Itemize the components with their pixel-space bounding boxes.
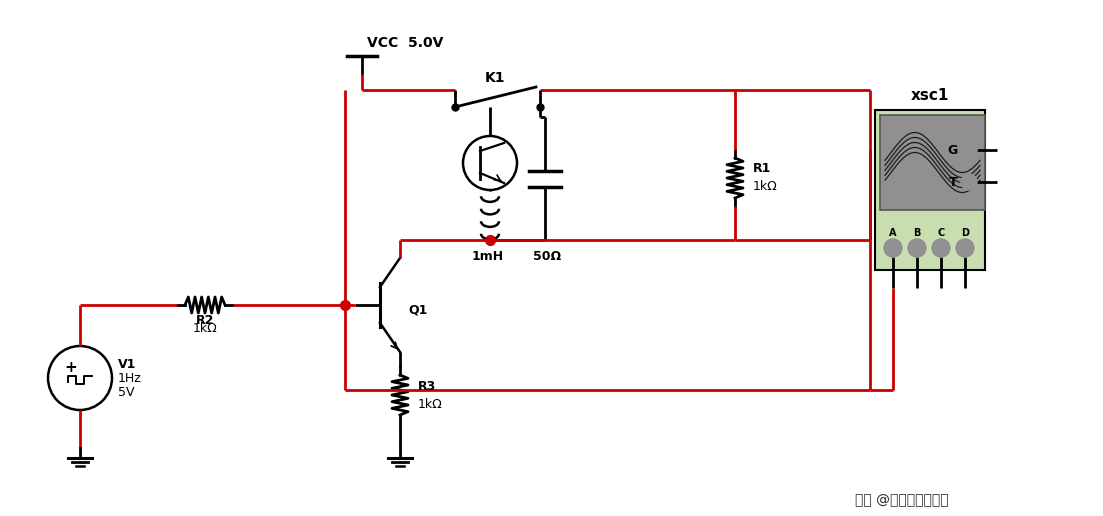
Text: 1Hz: 1Hz — [118, 372, 142, 384]
Text: +: + — [65, 360, 77, 375]
Circle shape — [961, 174, 977, 190]
Circle shape — [932, 239, 950, 257]
Circle shape — [884, 239, 902, 257]
Text: A: A — [889, 228, 897, 238]
Text: R2: R2 — [196, 314, 214, 327]
Text: Q1: Q1 — [408, 303, 427, 316]
Text: V1: V1 — [118, 358, 137, 370]
Circle shape — [961, 142, 977, 158]
Text: B: B — [913, 228, 921, 238]
Text: D: D — [961, 228, 970, 238]
Text: 1kΩ: 1kΩ — [418, 397, 442, 411]
Text: T: T — [949, 175, 957, 188]
Text: R3: R3 — [418, 379, 437, 393]
Bar — [875, 110, 985, 270]
Text: 5V: 5V — [118, 385, 135, 398]
Text: C: C — [938, 228, 944, 238]
Text: G: G — [947, 143, 959, 156]
Circle shape — [908, 239, 927, 257]
Text: 50Ω: 50Ω — [533, 250, 561, 263]
Text: 头条 @物联网全栈开发: 头条 @物联网全栈开发 — [855, 493, 949, 507]
Text: 1kΩ: 1kΩ — [193, 322, 217, 335]
Text: 1kΩ: 1kΩ — [753, 181, 778, 194]
Circle shape — [956, 239, 974, 257]
Text: VCC  5.0V: VCC 5.0V — [367, 36, 443, 50]
Text: xsc1: xsc1 — [911, 89, 950, 104]
Text: 1mH: 1mH — [472, 250, 504, 263]
Text: K1: K1 — [484, 71, 505, 85]
Text: R1: R1 — [753, 163, 771, 175]
Bar — [880, 115, 985, 210]
